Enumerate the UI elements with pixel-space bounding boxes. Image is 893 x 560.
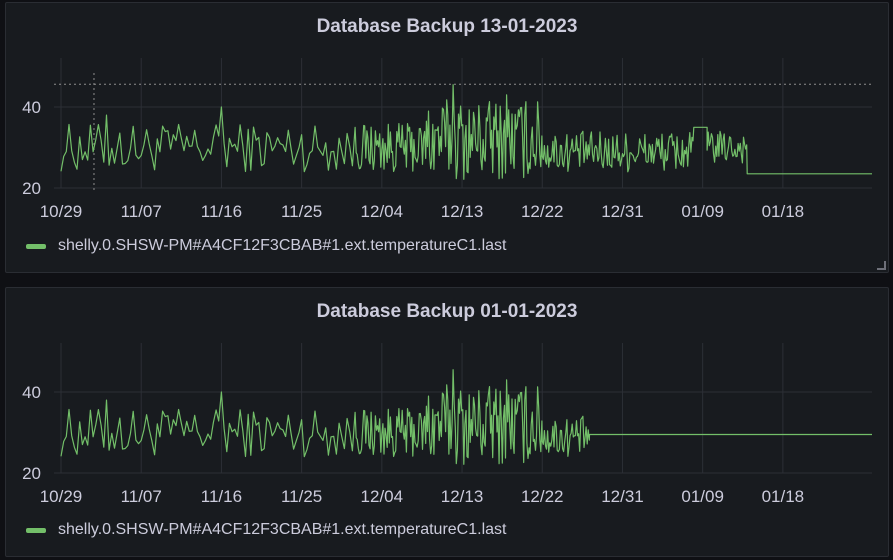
x-tick-label: 11/07 <box>121 202 162 221</box>
x-tick-label: 12/13 <box>441 487 484 506</box>
legend-swatch <box>26 527 46 533</box>
y-tick-label: 20 <box>22 464 41 483</box>
resize-handle[interactable] <box>877 261 886 270</box>
legend-label[interactable]: shelly.0.SHSW-PM#A4CF12F3CBAB#1.ext.temp… <box>58 521 507 538</box>
panel-title: Database Backup 01-01-2023 <box>316 301 578 322</box>
x-tick-label: 10/29 <box>40 487 83 506</box>
series-line <box>60 369 872 465</box>
x-tick-label: 01/18 <box>762 487 805 506</box>
y-tick-label: 20 <box>22 179 41 198</box>
legend-swatch <box>26 243 46 249</box>
x-tick-label: 12/04 <box>361 202 404 221</box>
x-tick-label: 12/22 <box>521 202 564 221</box>
x-tick-label: 11/25 <box>281 202 322 221</box>
series-line <box>60 84 872 180</box>
x-tick-label: 12/13 <box>441 202 484 221</box>
x-tick-label: 12/31 <box>601 487 644 506</box>
chart-area[interactable]: 20 40 10/29 11/07 11/16 11/25 12/04 12/13 12/22 1… <box>6 3 890 274</box>
chart-area[interactable]: 20 40 10/29 11/07 11/16 11/25 12/04 12/13 12/22 1… <box>6 288 890 558</box>
grid <box>54 58 872 189</box>
x-tick-label: 11/16 <box>201 487 242 506</box>
x-tick-label: 11/16 <box>201 202 242 221</box>
x-tick-label: 12/04 <box>361 487 404 506</box>
panel-title: Database Backup 13-01-2023 <box>316 16 578 37</box>
legend-label[interactable]: shelly.0.SHSW-PM#A4CF12F3CBAB#1.ext.temp… <box>58 237 507 254</box>
y-tick-label: 40 <box>22 98 41 117</box>
panel-database-backup-13[interactable]: Database Backup 13-01-2023 20 40 10/29 11/0… <box>5 2 889 273</box>
panel-database-backup-01[interactable]: Database Backup 01-01-2023 20 40 10/29 11/0… <box>5 287 889 557</box>
x-tick-label: 12/31 <box>601 202 644 221</box>
x-tick-label: 01/09 <box>681 202 724 221</box>
x-tick-label: 12/22 <box>521 487 564 506</box>
grid <box>54 343 872 474</box>
x-tick-label: 10/29 <box>40 202 83 221</box>
x-tick-label: 01/18 <box>762 202 805 221</box>
x-tick-label: 11/07 <box>121 487 162 506</box>
x-tick-label: 11/25 <box>281 487 322 506</box>
y-tick-label: 40 <box>22 383 41 402</box>
legend[interactable]: shelly.0.SHSW-PM#A4CF12F3CBAB#1.ext.temp… <box>26 521 506 539</box>
x-tick-label: 01/09 <box>681 487 724 506</box>
legend[interactable]: shelly.0.SHSW-PM#A4CF12F3CBAB#1.ext.temp… <box>26 237 506 255</box>
